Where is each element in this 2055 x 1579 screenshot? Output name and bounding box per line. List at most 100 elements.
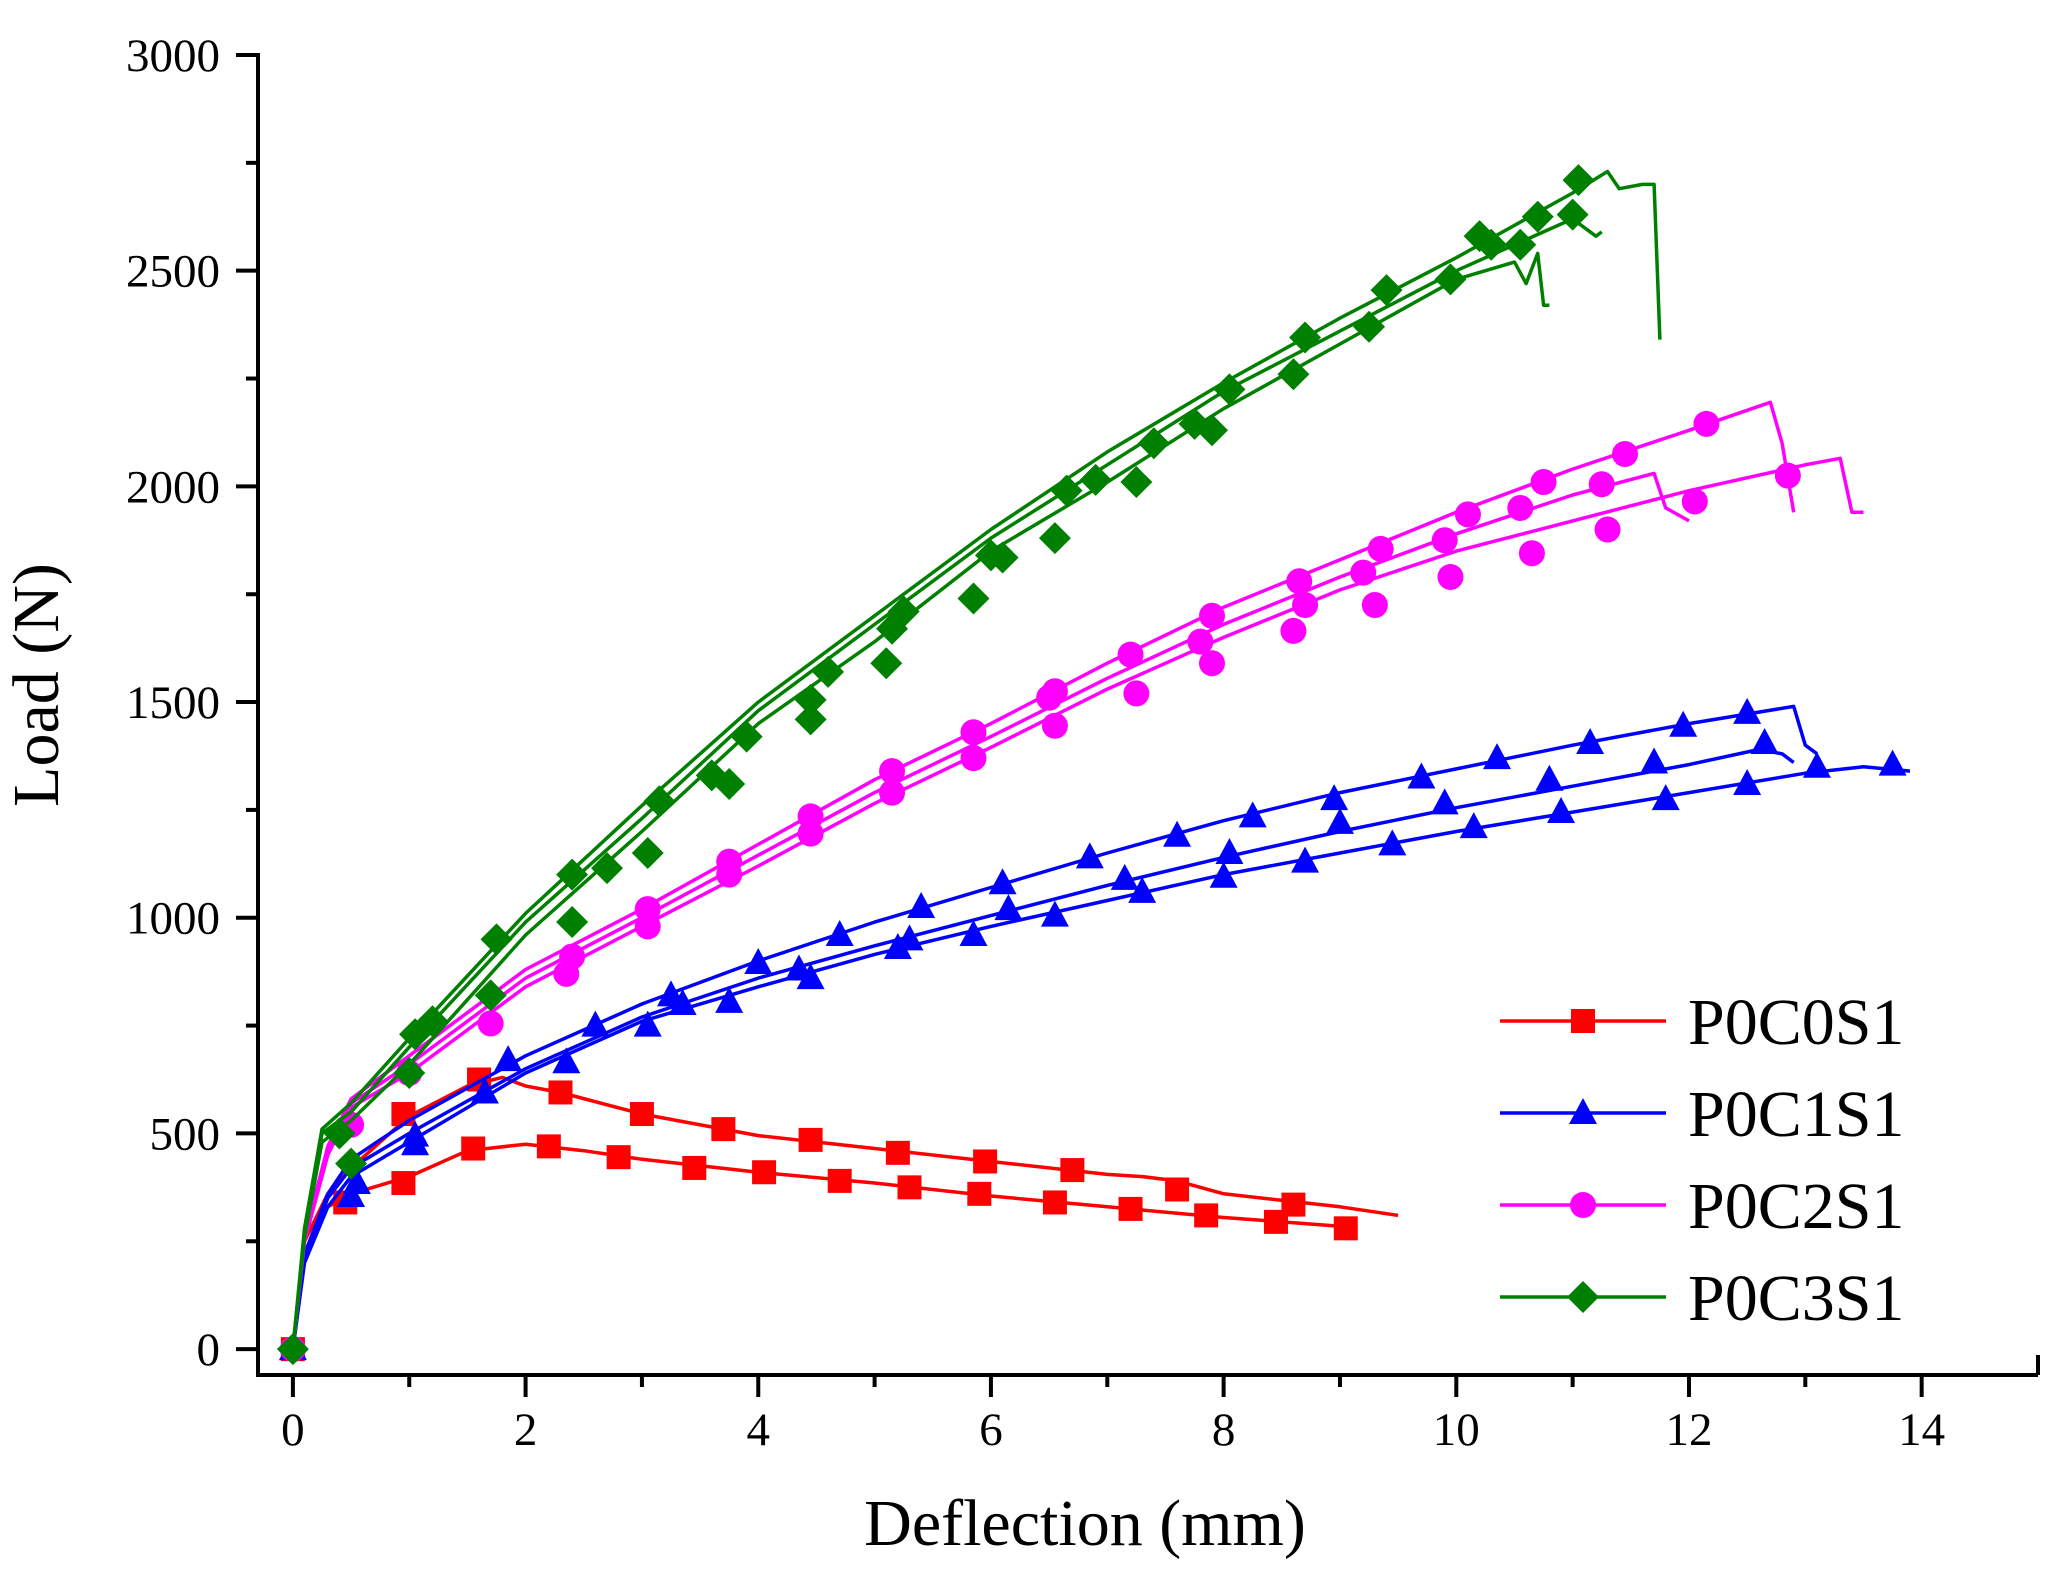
data-point-p0c2s1 <box>1292 592 1319 618</box>
data-point-p0c1s1 <box>494 1045 523 1072</box>
y-tick-label: 3000 <box>126 30 220 82</box>
data-point-p0c1s1 <box>1215 838 1244 865</box>
data-point-p0c3s1 <box>730 720 763 753</box>
data-point-p0c0s1 <box>1165 1177 1190 1202</box>
x-tick-label: 8 <box>1212 1404 1236 1456</box>
series-line-p0c2s1 <box>291 400 1796 1350</box>
data-point-p0c0s1 <box>682 1155 707 1180</box>
data-point-p0c2s1 <box>1198 650 1225 677</box>
y-tick-label: 2500 <box>126 246 220 298</box>
data-point-p0c2s1 <box>797 803 824 830</box>
legend-label-p0c0s1: P0C0S1 <box>1688 986 1904 1059</box>
data-point-p0c3s1 <box>1504 228 1537 261</box>
data-point-p0c1s1 <box>1483 743 1512 770</box>
y-tick-label: 1500 <box>126 677 220 729</box>
data-point-p0c0s1 <box>885 1140 910 1165</box>
y-tick-label: 1000 <box>126 893 220 945</box>
data-point-p0c0s1 <box>1060 1158 1085 1183</box>
data-point-p0c1s1 <box>994 894 1023 921</box>
data-point-p0c0s1 <box>897 1175 922 1200</box>
data-point-p0c2s1 <box>1611 441 1638 468</box>
data-point-p0c2s1 <box>1530 469 1557 496</box>
data-point-p0c2s1 <box>1507 494 1534 521</box>
data-point-p0c2s1 <box>1681 488 1708 515</box>
data-point-p0c1s1 <box>895 924 924 951</box>
x-tick-label: 6 <box>979 1404 1003 1456</box>
data-point-p0c1s1 <box>1733 697 1762 724</box>
series-p0c3s1 <box>276 164 1662 1366</box>
data-point-p0c3s1 <box>1120 466 1153 499</box>
legend-marker-p0c3s1 <box>1567 1281 1599 1313</box>
data-point-p0c1s1 <box>784 954 813 981</box>
data-point-p0c1s1 <box>401 1129 430 1156</box>
legend-label-p0c1s1: P0C1S1 <box>1688 1078 1904 1151</box>
data-point-p0c0s1 <box>606 1145 631 1170</box>
data-point-p0c2s1 <box>1280 617 1307 644</box>
x-tick-label: 4 <box>747 1404 771 1456</box>
data-point-p0c2s1 <box>1286 568 1313 595</box>
data-point-p0c3s1 <box>1353 310 1386 343</box>
data-point-p0c3s1 <box>957 582 990 615</box>
data-point-p0c0s1 <box>391 1171 416 1196</box>
data-point-p0c2s1 <box>1437 563 1464 590</box>
data-point-p0c3s1 <box>695 759 728 792</box>
data-point-p0c2s1 <box>1123 680 1150 707</box>
data-point-p0c3s1 <box>1289 321 1322 354</box>
data-point-p0c2s1 <box>1036 684 1063 711</box>
data-point-p0c0s1 <box>1042 1190 1067 1215</box>
data-point-p0c1s1 <box>1075 842 1104 869</box>
data-point-p0c3s1 <box>1521 200 1554 233</box>
y-tick-label: 500 <box>150 1108 221 1160</box>
series-p0c2s1 <box>279 400 1864 1363</box>
legend-item-p0c0s1: P0C0S1 <box>1500 986 1904 1059</box>
y-tick-label: 2000 <box>126 461 220 513</box>
data-point-p0c2s1 <box>1117 641 1144 668</box>
data-point-p0c0s1 <box>1118 1196 1143 1221</box>
data-point-p0c1s1 <box>988 868 1017 895</box>
legend-item-p0c3s1: P0C3S1 <box>1500 1262 1904 1335</box>
data-point-p0c0s1 <box>391 1102 416 1127</box>
data-point-p0c2s1 <box>1454 501 1481 528</box>
legend-item-p0c2s1: P0C2S1 <box>1500 1170 1904 1243</box>
data-point-p0c1s1 <box>907 891 936 918</box>
data-point-p0c0s1 <box>973 1149 998 1174</box>
data-point-p0c3s1 <box>794 683 827 716</box>
data-point-p0c1s1 <box>633 1010 662 1037</box>
data-point-p0c0s1 <box>461 1136 486 1161</box>
data-point-p0c1s1 <box>744 948 773 975</box>
data-point-p0c3s1 <box>1079 463 1112 496</box>
data-point-p0c0s1 <box>548 1080 573 1105</box>
data-point-p0c3s1 <box>986 541 1019 574</box>
data-point-p0c2s1 <box>1693 410 1720 437</box>
data-point-p0c2s1 <box>1350 559 1377 586</box>
data-point-p0c1s1 <box>1430 788 1459 815</box>
data-point-p0c3s1 <box>794 703 827 736</box>
series-line-p0c3s1 <box>291 217 1603 1350</box>
legend-item-p0c1s1: P0C1S1 <box>1500 1078 1904 1151</box>
series-p0c1s1 <box>278 697 1911 1361</box>
data-point-p0c1s1 <box>1209 861 1238 888</box>
data-point-p0c2s1 <box>559 943 586 970</box>
data-point-p0c3s1 <box>1038 522 1071 555</box>
y-tick-label: 0 <box>197 1324 221 1376</box>
data-point-p0c1s1 <box>1238 801 1267 828</box>
x-ticks: 0 2 4 6 8 10 12 14 <box>281 1375 1945 1456</box>
data-point-p0c1s1 <box>1459 812 1488 839</box>
data-point-p0c2s1 <box>1431 527 1458 554</box>
x-tick-label: 0 <box>281 1404 305 1456</box>
series-layer <box>276 164 1911 1366</box>
data-point-p0c3s1 <box>474 979 507 1012</box>
series-line-p0c1s1 <box>291 747 1795 1350</box>
data-point-p0c2s1 <box>1367 535 1394 562</box>
data-point-p0c2s1 <box>634 896 661 923</box>
data-point-p0c3s1 <box>323 1117 356 1150</box>
data-point-p0c1s1 <box>1040 900 1069 927</box>
data-point-p0c0s1 <box>967 1181 992 1206</box>
data-point-p0c3s1 <box>393 1057 426 1090</box>
data-point-p0c1s1 <box>470 1077 499 1104</box>
data-point-p0c3s1 <box>1213 373 1246 406</box>
data-point-p0c3s1 <box>1277 358 1310 391</box>
data-point-p0c3s1 <box>812 655 845 688</box>
data-point-p0c3s1 <box>1370 274 1403 307</box>
